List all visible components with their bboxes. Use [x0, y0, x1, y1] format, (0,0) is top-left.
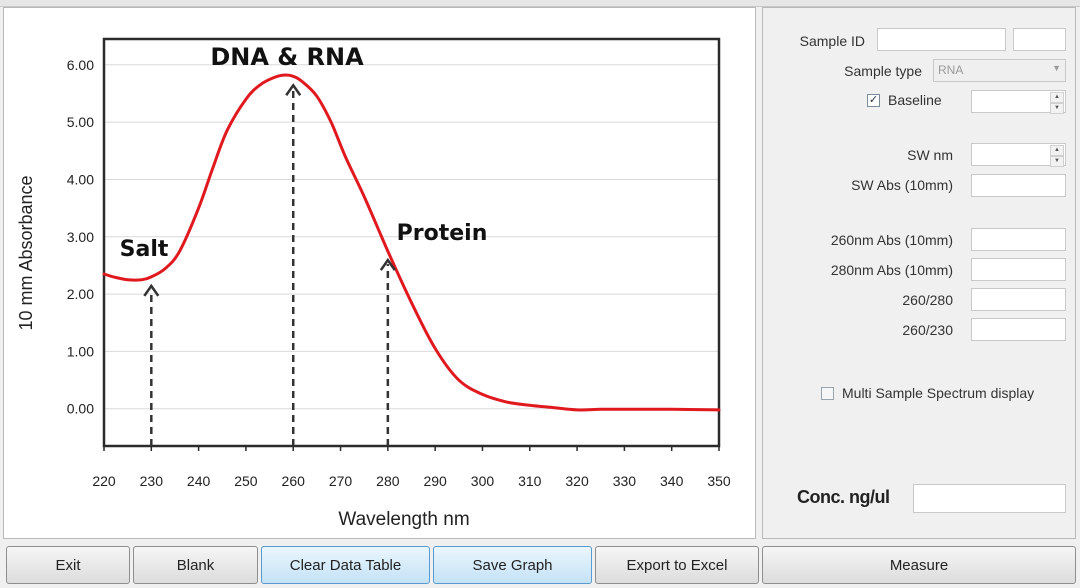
- abs-260-field[interactable]: [971, 228, 1066, 251]
- abs-280-label: 280nm Abs (10mm): [830, 262, 953, 278]
- chevron-down-icon: ▼: [1052, 63, 1061, 73]
- x-tick-label: 350: [707, 473, 731, 489]
- sample-info-panel: Sample ID Sample type RNA ▼ ✓ Baseline ▲…: [762, 7, 1076, 539]
- sample-id-extra-input[interactable]: [1013, 28, 1066, 51]
- x-tick-label: 250: [234, 473, 258, 489]
- baseline-input[interactable]: ▲ ▼: [971, 90, 1066, 114]
- ratio-260-230-field[interactable]: [971, 318, 1066, 341]
- dna-rna-arrow: [285, 83, 302, 446]
- ratio-260-280-field[interactable]: [971, 288, 1066, 311]
- x-tick-label: 320: [565, 473, 589, 489]
- window-top-edge: [0, 0, 1080, 7]
- multi-sample-checkbox[interactable]: [821, 387, 834, 400]
- x-tick-label: 280: [376, 473, 400, 489]
- abs-260-label: 260nm Abs (10mm): [830, 232, 953, 248]
- annotation-salt: Salt: [120, 237, 169, 262]
- spectrum-chart-panel: 0.00 1.00 2.00 3.00 4.00 5.00 6.00 220 230 240 25…: [3, 7, 756, 539]
- x-tick-label: 240: [187, 473, 211, 489]
- y-tick-label: 4.00: [67, 171, 94, 187]
- x-tick-label: 270: [329, 473, 353, 489]
- spin-up-icon[interactable]: ▲: [1050, 145, 1064, 156]
- sample-id-label: Sample ID: [799, 33, 865, 49]
- conc-field[interactable]: [913, 484, 1066, 513]
- sample-type-label: Sample type: [844, 63, 922, 79]
- y-tick-label: 0.00: [67, 401, 94, 417]
- sw-nm-spinner[interactable]: ▲ ▼: [1050, 145, 1064, 167]
- exit-button[interactable]: Exit: [6, 546, 130, 584]
- x-tick-label: 300: [471, 473, 495, 489]
- annotation-protein: Protein: [397, 221, 488, 246]
- y-tick-label: 5.00: [67, 114, 94, 130]
- action-button-bar: Exit Blank Clear Data Table Save Graph E…: [0, 543, 1080, 588]
- sw-nm-input[interactable]: ▲ ▼: [971, 143, 1066, 167]
- spectrum-chart: 0.00 1.00 2.00 3.00 4.00 5.00 6.00 220 230 240 25…: [16, 37, 731, 530]
- baseline-spinner[interactable]: ▲ ▼: [1050, 92, 1064, 114]
- x-tick-label: 310: [518, 473, 542, 489]
- measure-button[interactable]: Measure: [762, 546, 1076, 584]
- x-axis-label: Wavelength nm: [338, 509, 469, 530]
- blank-button[interactable]: Blank: [133, 546, 258, 584]
- baseline-checkbox[interactable]: ✓: [867, 94, 880, 107]
- y-axis-label: 10 mm Absorbance: [16, 175, 36, 330]
- sw-abs-label: SW Abs (10mm): [851, 177, 953, 193]
- clear-data-table-button[interactable]: Clear Data Table: [261, 546, 430, 584]
- spin-down-icon[interactable]: ▼: [1050, 103, 1064, 114]
- spectrum-line: [102, 73, 721, 412]
- y-tick-label: 2.00: [67, 286, 94, 302]
- spin-up-icon[interactable]: ▲: [1050, 92, 1064, 103]
- y-tick-label: 1.00: [67, 343, 94, 359]
- x-tick-label: 220: [92, 473, 116, 489]
- plot-frame: [102, 37, 721, 448]
- spin-down-icon[interactable]: ▼: [1050, 156, 1064, 167]
- conc-label: Conc. ng/ul: [797, 487, 890, 507]
- annotation-dna-rna: DNA & RNA: [210, 43, 364, 71]
- x-tick-label: 260: [282, 473, 306, 489]
- baseline-label: Baseline: [888, 92, 942, 108]
- ratio-260-280-label: 260/280: [902, 292, 953, 308]
- y-tick-label: 6.00: [67, 57, 94, 73]
- sw-abs-field[interactable]: [971, 174, 1066, 197]
- sw-nm-label: SW nm: [907, 147, 953, 163]
- ratio-260-230-label: 260/230: [902, 322, 953, 338]
- protein-arrow: [379, 257, 396, 446]
- save-graph-button[interactable]: Save Graph: [433, 546, 592, 584]
- x-tick-label: 340: [660, 473, 684, 489]
- x-tick-label: 290: [423, 473, 447, 489]
- sample-id-input[interactable]: [877, 28, 1006, 51]
- multi-sample-label: Multi Sample Spectrum display: [842, 385, 1035, 401]
- abs-280-field[interactable]: [971, 258, 1066, 281]
- salt-arrow: [143, 283, 160, 446]
- x-tick-label: 330: [613, 473, 637, 489]
- sample-type-value: RNA: [938, 63, 964, 77]
- y-tick-label: 3.00: [67, 229, 94, 245]
- sample-type-select[interactable]: RNA ▼: [933, 59, 1066, 82]
- x-tick-label: 230: [140, 473, 164, 489]
- export-to-excel-button[interactable]: Export to Excel: [595, 546, 759, 584]
